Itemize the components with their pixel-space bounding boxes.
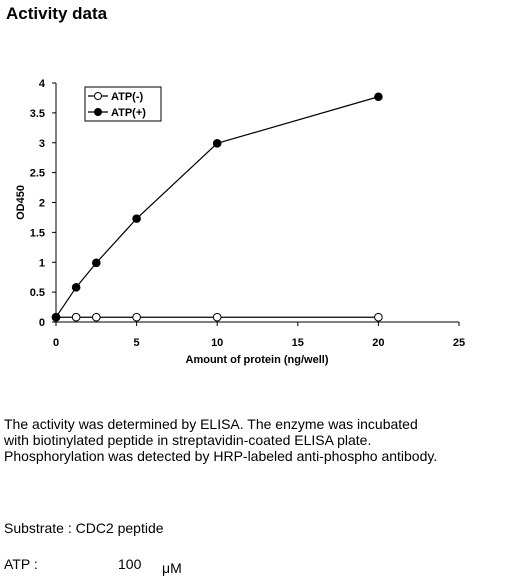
y-tick-label: 3 xyxy=(39,138,45,150)
data-point-filled xyxy=(92,258,101,268)
y-tick-label: 2 xyxy=(39,198,45,210)
y-tick-label: 4 xyxy=(39,78,46,90)
description-line: The activity was determined by ELISA. Th… xyxy=(4,416,418,432)
y-tick-label: 0 xyxy=(39,317,45,329)
x-tick-label: 10 xyxy=(211,337,223,349)
description: The activity was determined by ELISA. Th… xyxy=(4,416,518,464)
x-tick-label: 0 xyxy=(53,337,59,349)
y-tick-label: 2.5 xyxy=(30,168,45,180)
data-point-filled xyxy=(71,283,81,292)
atp-value: 100 xyxy=(118,556,142,572)
substrate-text: Substrate : CDC2 peptide xyxy=(4,520,164,536)
data-point-filled xyxy=(374,92,383,102)
y-tick-label: 1.5 xyxy=(30,227,45,239)
x-tick-label: 25 xyxy=(453,337,465,349)
data-point-filled xyxy=(51,312,61,322)
legend-label: ATP(-) xyxy=(111,91,144,103)
y-axis-ticks: 0 0.5 1 1.5 2 2.5 3 3.5 4 xyxy=(30,78,56,329)
x-tick-label: 5 xyxy=(134,337,140,349)
data-point-open xyxy=(132,312,141,322)
y-axis-label: OD450 xyxy=(15,185,27,220)
page-heading: Activity data xyxy=(6,4,108,23)
legend-marker xyxy=(94,92,102,100)
y-tick-label: 3.5 xyxy=(30,108,45,120)
data-point-filled xyxy=(212,139,222,148)
series-line xyxy=(55,96,379,318)
y-tick-label: 1 xyxy=(39,257,45,269)
activity-chart: 0 5 10 15 20 25 0 0.5 1 1.5 2 2.5 3 3.5 4 Amount of p… xyxy=(15,78,465,366)
x-axis-label: Amount of protein (ng/well) xyxy=(186,354,329,366)
chart-legend: ATP(-) ATP(+) xyxy=(84,86,162,122)
data-point-filled xyxy=(132,214,141,223)
atp-label: ATP : xyxy=(4,556,38,572)
chart-series xyxy=(51,92,383,322)
x-axis-ticks: 0 5 10 15 20 25 xyxy=(53,322,465,349)
description-line: Phosphorylation was detected by HRP-labe… xyxy=(4,448,438,464)
atp-unit: μM xyxy=(162,560,182,576)
description-line: with biotinylated peptide in streptavidi… xyxy=(4,432,372,448)
data-point-open xyxy=(212,312,222,322)
legend-marker xyxy=(94,108,102,116)
data-point-open xyxy=(374,312,383,322)
legend-label: ATP(+) xyxy=(111,107,146,119)
data-point-open xyxy=(92,312,101,322)
x-tick-label: 15 xyxy=(292,337,304,349)
data-point-open xyxy=(71,312,81,322)
x-tick-label: 20 xyxy=(372,337,384,349)
y-tick-label: 0.5 xyxy=(30,287,45,299)
